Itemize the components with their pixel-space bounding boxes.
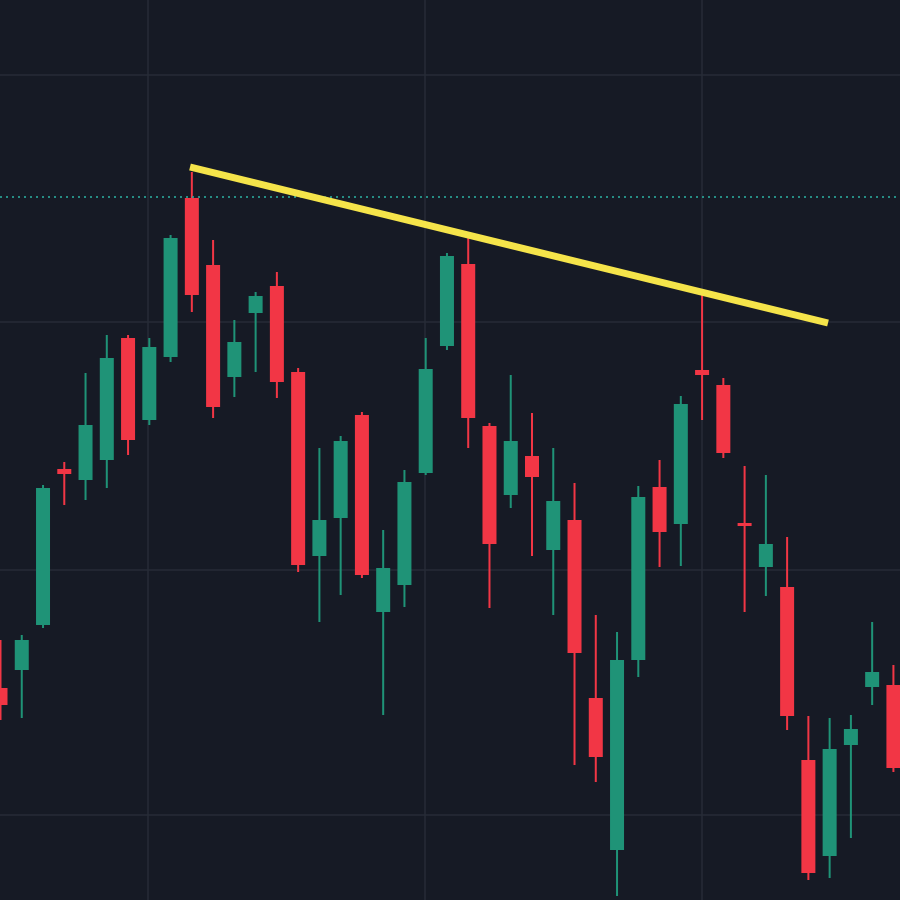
candle-body bbox=[673, 404, 688, 524]
candle-body bbox=[758, 544, 773, 567]
candle-body bbox=[227, 342, 242, 377]
candle-body bbox=[163, 238, 178, 357]
candle-body bbox=[546, 501, 561, 550]
candle-body bbox=[652, 487, 667, 532]
candle-body bbox=[206, 265, 221, 407]
candle-body bbox=[0, 688, 8, 705]
candle-body bbox=[631, 497, 646, 660]
candle-body bbox=[737, 523, 752, 526]
candle-body bbox=[14, 640, 29, 670]
candle-body bbox=[142, 347, 157, 420]
candle-body bbox=[121, 338, 136, 440]
candle-body bbox=[567, 520, 582, 653]
candle-body bbox=[780, 587, 795, 716]
candle-body bbox=[99, 358, 114, 460]
candle-body bbox=[333, 441, 348, 518]
trendline bbox=[189, 163, 829, 327]
candle-body bbox=[354, 415, 369, 575]
candle-body bbox=[312, 520, 327, 556]
candle-body bbox=[397, 482, 412, 585]
candle-body bbox=[503, 441, 518, 495]
candle-body bbox=[248, 296, 263, 313]
candle-body bbox=[843, 729, 858, 745]
candle-body bbox=[376, 568, 391, 612]
candle-body bbox=[865, 672, 880, 687]
candle-body bbox=[886, 685, 900, 768]
candle-body bbox=[184, 198, 199, 295]
candle-body bbox=[57, 469, 72, 474]
candles bbox=[0, 172, 900, 896]
candle-body bbox=[525, 456, 539, 477]
candle-body bbox=[482, 426, 497, 544]
candle-body bbox=[269, 286, 284, 382]
candle-body bbox=[78, 425, 93, 480]
candle-body bbox=[716, 385, 731, 453]
candle-body bbox=[801, 760, 816, 873]
candle-body bbox=[695, 370, 710, 375]
candle-body bbox=[610, 660, 625, 850]
candle-body bbox=[822, 749, 837, 856]
candle-body bbox=[439, 256, 454, 346]
candle-body bbox=[418, 369, 433, 473]
candle-body bbox=[588, 698, 603, 757]
candle-body bbox=[461, 264, 476, 418]
candle-body bbox=[291, 372, 306, 565]
candle-body bbox=[36, 488, 51, 625]
